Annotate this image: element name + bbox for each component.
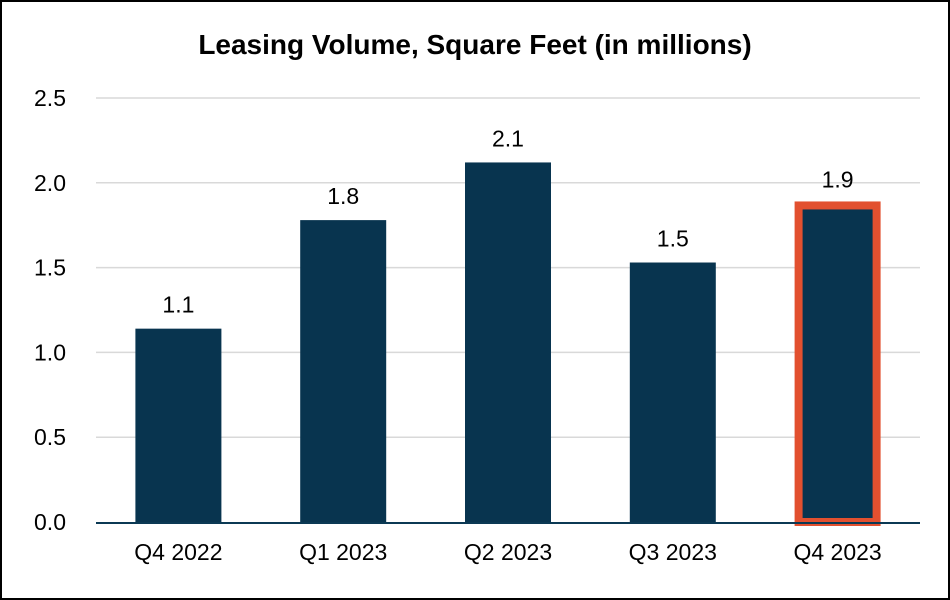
- bar: [629, 262, 716, 522]
- y-tick-label: 1.0: [34, 339, 66, 365]
- y-tick-label: 1.5: [34, 255, 66, 281]
- y-axis-ticks: 0.0 0.5 1.0 1.5 2.0 2.5: [34, 85, 66, 535]
- y-tick-label: 2.5: [34, 85, 66, 111]
- data-label: 1.9: [822, 166, 854, 192]
- chart-title: Leasing Volume, Square Feet (in millions…: [198, 29, 751, 60]
- bar-highlighted: [794, 201, 881, 526]
- data-label: 1.1: [162, 292, 194, 318]
- bars: [135, 162, 881, 526]
- bar: [300, 220, 387, 522]
- x-tick-label: Q4 2023: [793, 539, 881, 565]
- x-tick-label: Q2 2023: [464, 539, 552, 565]
- data-label: 1.5: [657, 226, 689, 252]
- x-tick-label: Q3 2023: [629, 539, 717, 565]
- y-tick-label: 0.0: [34, 509, 66, 535]
- y-tick-label: 2.0: [34, 170, 66, 196]
- x-tick-label: Q4 2022: [134, 539, 222, 565]
- bar: [135, 328, 222, 522]
- bar: [465, 162, 551, 522]
- y-tick-label: 0.5: [34, 424, 66, 450]
- x-axis-ticks: Q4 2022 Q1 2023 Q2 2023 Q3 2023 Q4 2023: [134, 539, 881, 565]
- data-label: 1.8: [327, 183, 359, 209]
- x-tick-label: Q1 2023: [299, 539, 387, 565]
- data-label: 2.1: [492, 125, 524, 151]
- data-labels: 1.1 1.8 2.1 1.5 1.9: [162, 125, 853, 317]
